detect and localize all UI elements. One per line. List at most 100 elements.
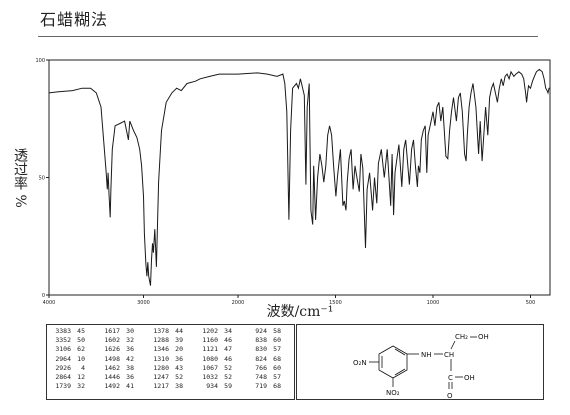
peak-wavenumber: 934 (206, 382, 218, 391)
label-oh-top: OH (478, 333, 489, 341)
peak-transmittance: 68 (273, 382, 281, 391)
peak-wavenumber: 1280 (153, 363, 169, 372)
peak-table-row: 3106 62 (50, 345, 85, 354)
peak-wavenumber: 1462 (104, 363, 120, 372)
peak-transmittance: 32 (77, 382, 85, 391)
x-tick-label: 4000 (43, 300, 56, 306)
peak-table-row: 1462 38 (99, 364, 134, 373)
peak-table-row: 1602 32 (99, 336, 134, 345)
x-tick-label: 1000 (427, 300, 440, 306)
benzene-ring (378, 345, 408, 379)
label-c: C (448, 374, 453, 382)
peak-transmittance: 41 (126, 382, 134, 391)
peak-transmittance: 38 (175, 382, 183, 391)
peak-wavenumber: 766 (255, 363, 267, 372)
peak-wavenumber: 1217 (153, 382, 169, 391)
peak-wavenumber: 1617 (104, 327, 120, 335)
peak-transmittance: 32 (126, 336, 134, 345)
peak-table-row: 1067 52 (197, 364, 232, 373)
peak-table-row: 1617 30 (99, 327, 134, 336)
peak-wavenumber: 1121 (202, 345, 218, 354)
peak-wavenumber: 719 (255, 382, 267, 391)
x-tick-label: 2000 (232, 300, 245, 306)
peak-transmittance: 57 (273, 372, 281, 381)
peak-table-row: 2864 12 (50, 373, 85, 382)
peak-table-row: 2964 10 (50, 355, 85, 364)
label-o-carboxyl: O (447, 392, 453, 400)
peak-table-row: 1080 46 (197, 355, 232, 364)
peak-wavenumber: 1247 (153, 372, 169, 381)
peak-table-column: 1617 30 1602 32 1626 36 1498 42 1462 38 1446 36 1492… (99, 327, 134, 391)
peak-wavenumber: 3352 (55, 336, 71, 345)
peak-wavenumber: 1346 (153, 345, 169, 354)
peak-table-row: 838 60 (246, 336, 281, 345)
peak-table-row: 1626 36 (99, 345, 134, 354)
peak-wavenumber: 2964 (55, 354, 71, 363)
peak-wavenumber: 1310 (153, 354, 169, 363)
peak-wavenumber: 838 (255, 336, 267, 345)
peak-transmittance: 4 (81, 363, 85, 372)
peak-table-row: 1121 47 (197, 345, 232, 354)
peak-table-row: 934 59 (197, 382, 232, 391)
x-tick-label: 500 (526, 300, 536, 306)
structure-panel: O₂N NH CH CH₂ OH NO₂ C OH O (296, 324, 544, 400)
peak-table-row: 1310 36 (148, 355, 183, 364)
peak-table-column: 924 58 838 60 830 57 824 68 766 60 748 57 719 68 (246, 327, 281, 391)
label-no2: NO₂ (386, 389, 400, 397)
peak-wavenumber: 1492 (104, 382, 120, 391)
x-axis-label: 波数/cm⁻¹ (267, 304, 334, 320)
peak-wavenumber: 1032 (202, 372, 218, 381)
page-title: 石蜡糊法 (40, 10, 109, 29)
peak-transmittance: 30 (126, 327, 134, 335)
peak-transmittance: 60 (273, 336, 281, 345)
peak-transmittance: 36 (126, 345, 134, 354)
peak-table-row: 1288 39 (148, 336, 183, 345)
peak-table-row: 824 68 (246, 355, 281, 364)
peak-wavenumber: 1160 (202, 336, 218, 345)
peak-transmittance: 47 (224, 345, 232, 354)
peak-transmittance: 46 (224, 354, 232, 363)
peak-transmittance: 52 (224, 372, 232, 381)
peak-transmittance: 58 (273, 327, 281, 335)
peak-table-row: 748 57 (246, 373, 281, 382)
peak-table-row: 1280 43 (148, 364, 183, 373)
peak-transmittance: 43 (175, 363, 183, 372)
peak-wavenumber: 748 (255, 372, 267, 381)
peak-transmittance: 38 (126, 363, 134, 372)
label-o2n: O₂N (353, 359, 367, 367)
peak-transmittance: 45 (77, 327, 85, 335)
peak-transmittance: 42 (126, 354, 134, 363)
peak-wavenumber: 2864 (55, 372, 71, 381)
label-oh-carboxyl: OH (464, 374, 475, 382)
peak-wavenumber: 1602 (104, 336, 120, 345)
bond-ch-ch2 (450, 340, 456, 350)
label-nh: NH (421, 351, 432, 359)
axis-ticks: 4000 3000 2000 1500 1000 500 0 50 100 (35, 58, 535, 306)
peak-wavenumber: 1626 (104, 345, 120, 354)
peak-wavenumber: 1288 (153, 336, 169, 345)
peak-table-row: 1202 34 (197, 327, 232, 336)
peak-transmittance: 34 (224, 327, 232, 335)
peak-transmittance: 59 (224, 382, 232, 391)
peak-table-row: 1739 32 (50, 382, 85, 391)
peak-table: 3383 45 3352 50 3106 62 2964 10 2926 4 2864 12 1739 3… (46, 324, 295, 400)
peak-transmittance: 44 (175, 327, 183, 335)
peak-transmittance: 36 (175, 354, 183, 363)
peak-table-row: 924 58 (246, 327, 281, 336)
y-tick-label: 100 (35, 58, 45, 64)
peak-table-row: 1492 41 (99, 382, 134, 391)
x-tick-label: 1500 (329, 300, 342, 306)
y-axis-label: 透过率 % (12, 148, 28, 208)
peak-wavenumber: 924 (255, 327, 267, 335)
peak-transmittance: 12 (77, 372, 85, 381)
peak-table-row: 1446 36 (99, 373, 134, 382)
peak-transmittance: 39 (175, 336, 183, 345)
x-tick-label: 3000 (137, 300, 150, 306)
label-ch2: CH₂ (455, 333, 468, 341)
peak-transmittance: 52 (175, 372, 183, 381)
peak-wavenumber: 1739 (55, 382, 71, 391)
peak-table-row: 1247 52 (148, 373, 183, 382)
peak-transmittance: 57 (273, 345, 281, 354)
peak-table-row: 3352 50 (50, 336, 85, 345)
peak-wavenumber: 1067 (202, 363, 218, 372)
